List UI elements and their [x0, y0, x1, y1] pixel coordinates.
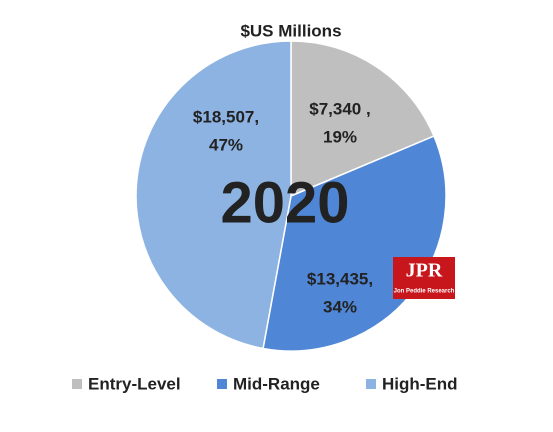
logo: JPR Jon Peddie Research: [393, 257, 455, 299]
logo-box: [393, 257, 455, 299]
legend-swatch: [366, 379, 376, 389]
chart-title: $US Millions: [240, 21, 341, 40]
legend-label: Entry-Level: [88, 374, 181, 393]
data-label: $7,340 ,: [309, 99, 370, 118]
data-label: $13,435,: [307, 269, 373, 288]
legend-swatch: [217, 379, 227, 389]
logo-mark: JPR: [406, 260, 443, 282]
legend-label: Mid-Range: [233, 374, 320, 393]
data-label: $18,507,: [193, 107, 259, 126]
percent-label: 19%: [323, 127, 357, 146]
legend-swatch: [72, 379, 82, 389]
percent-label: 47%: [209, 135, 243, 154]
pie: [135, 40, 447, 352]
percent-label: 34%: [323, 297, 357, 316]
logo-name: Jon Peddie Research: [394, 289, 455, 295]
center-annotation: 2020: [220, 170, 349, 235]
pie-slice: [290, 40, 435, 198]
pie-slice: [135, 40, 292, 350]
legend-label: High-End: [382, 374, 458, 393]
